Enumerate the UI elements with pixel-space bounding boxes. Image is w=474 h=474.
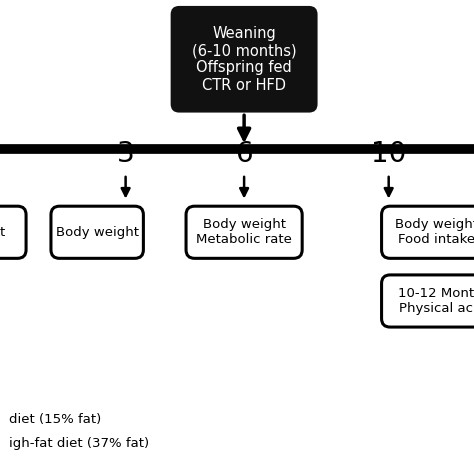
Text: Weaning
(6-10 months)
Offspring fed
CTR or HFD: Weaning (6-10 months) Offspring fed CTR … <box>192 26 296 93</box>
FancyBboxPatch shape <box>0 206 26 258</box>
FancyBboxPatch shape <box>382 206 474 258</box>
Text: Body weight
Metabolic rate: Body weight Metabolic rate <box>196 218 292 246</box>
Text: 6: 6 <box>235 140 253 168</box>
Text: 10: 10 <box>371 140 406 168</box>
FancyBboxPatch shape <box>171 6 318 113</box>
FancyBboxPatch shape <box>51 206 143 258</box>
FancyBboxPatch shape <box>382 275 474 327</box>
Text: Body weight
Food intake: Body weight Food intake <box>394 218 474 246</box>
Text: eight: eight <box>0 226 5 239</box>
Text: 3: 3 <box>117 140 135 168</box>
Text: Body weight: Body weight <box>55 226 139 239</box>
Text: diet (15% fat): diet (15% fat) <box>9 413 102 426</box>
Text: 10-12 Mont
Physical ac: 10-12 Mont Physical ac <box>398 287 474 315</box>
FancyBboxPatch shape <box>186 206 302 258</box>
Text: igh-fat diet (37% fat): igh-fat diet (37% fat) <box>9 437 150 450</box>
